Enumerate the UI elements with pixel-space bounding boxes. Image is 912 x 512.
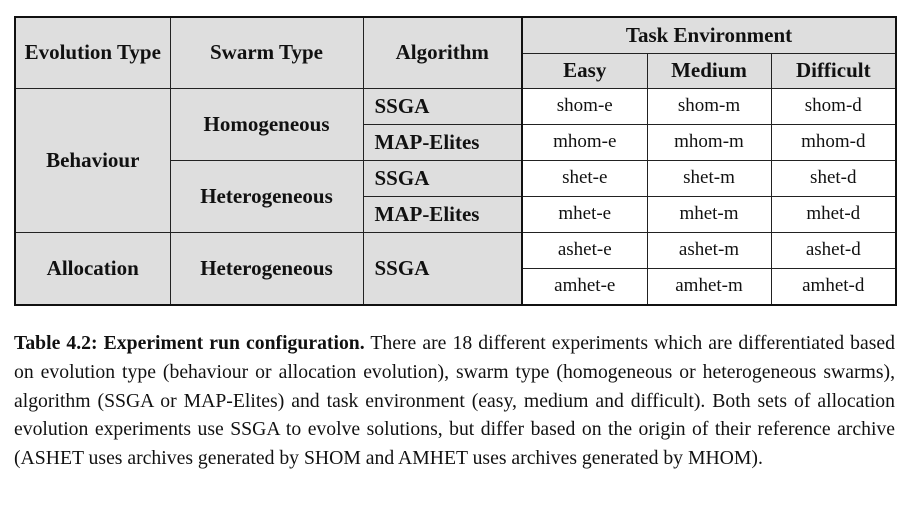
algorithm-cell: SSGA bbox=[362, 159, 523, 197]
swarm-type-cell: Heterogeneous bbox=[169, 231, 364, 306]
table-row: Heterogeneous SSGA shet-e shet-m shet-d bbox=[15, 159, 897, 233]
table-row: amhet-e amhet-m amhet-d bbox=[15, 267, 897, 306]
easy-cell: ashet-e bbox=[521, 231, 648, 269]
difficult-cell: shet-d bbox=[770, 159, 897, 197]
caption-text: There are 18 different experiments which… bbox=[14, 332, 895, 470]
difficult-cell: mhet-d bbox=[770, 195, 897, 233]
header-algorithm: Algorithm bbox=[362, 16, 523, 89]
evolution-type-cell: Allocation bbox=[14, 231, 171, 306]
medium-cell: ashet-m bbox=[646, 231, 772, 269]
medium-cell: amhet-m bbox=[646, 267, 772, 306]
easy-cell: shom-e bbox=[521, 87, 648, 125]
header-task-environment: Task Environment bbox=[520, 16, 897, 54]
algorithm-cell: SSGA bbox=[362, 231, 523, 306]
difficult-cell: ashet-d bbox=[770, 231, 897, 269]
experiment-config-table: Evolution Type Swarm Type Algorithm Task… bbox=[14, 16, 898, 306]
table-row: Behaviour Homogeneous SSGA shom-e shom-m… bbox=[14, 87, 897, 233]
difficult-cell: amhet-d bbox=[770, 267, 897, 306]
table-row: MAP-Elites mhom-e mhom-m mhom-d bbox=[15, 123, 897, 161]
medium-cell: shom-m bbox=[646, 87, 772, 125]
header-medium: Medium bbox=[646, 52, 772, 89]
medium-cell: mhom-m bbox=[646, 123, 772, 161]
easy-cell: shet-e bbox=[521, 159, 648, 197]
table-row: MAP-Elites mhet-e mhet-m mhet-d bbox=[15, 195, 897, 233]
easy-cell: mhet-e bbox=[521, 195, 648, 233]
header-difficult: Difficult bbox=[770, 52, 897, 89]
header-subrow: Easy Medium Difficult bbox=[15, 52, 897, 89]
algorithm-cell: MAP-Elites bbox=[362, 123, 523, 161]
medium-cell: mhet-m bbox=[646, 195, 772, 233]
evolution-type-cell: Behaviour bbox=[14, 87, 171, 233]
difficult-cell: mhom-d bbox=[770, 123, 897, 161]
header-easy: Easy bbox=[521, 52, 648, 89]
table-caption: Table 4.2: Experiment run configuration.… bbox=[14, 329, 895, 473]
algorithm-cell: SSGA bbox=[362, 87, 523, 125]
difficult-cell: shom-d bbox=[770, 87, 897, 125]
algorithm-cell: MAP-Elites bbox=[362, 195, 523, 233]
medium-cell: shet-m bbox=[646, 159, 772, 197]
easy-cell: amhet-e bbox=[521, 267, 648, 306]
header-evolution-type: Evolution Type bbox=[14, 16, 171, 89]
easy-cell: mhom-e bbox=[521, 123, 648, 161]
caption-label: Table 4.2: Experiment run configuration. bbox=[14, 332, 365, 354]
table-row: Allocation Heterogeneous SSGA ashet-e as… bbox=[14, 231, 897, 306]
swarm-type-cell: Heterogeneous bbox=[169, 159, 364, 233]
header-row: Evolution Type Swarm Type Algorithm Task… bbox=[14, 16, 897, 89]
header-swarm-type: Swarm Type bbox=[169, 16, 364, 89]
swarm-type-cell: Homogeneous bbox=[169, 87, 364, 161]
